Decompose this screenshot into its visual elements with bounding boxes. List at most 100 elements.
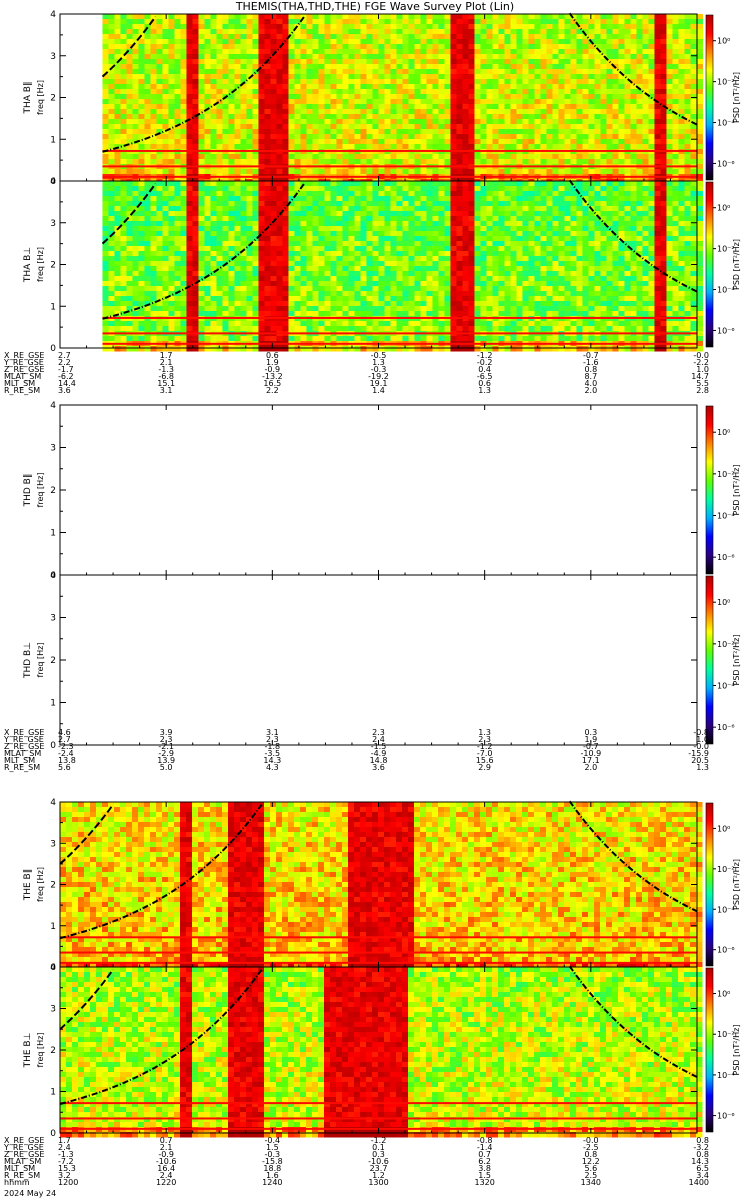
spectrogram-cell xyxy=(240,336,247,342)
spectrogram-cell xyxy=(348,24,355,30)
spectrogram-cell xyxy=(144,39,151,45)
spectrogram-cell xyxy=(174,301,181,307)
spectrogram-cell xyxy=(126,256,133,262)
spectrogram-cell xyxy=(438,129,445,135)
spectrogram-cell xyxy=(510,54,517,60)
spectrogram-cell xyxy=(534,24,541,30)
spectrogram-cell xyxy=(318,29,325,35)
spectrogram-cell xyxy=(318,89,325,95)
spectrogram-cell xyxy=(246,211,253,217)
spectrogram-cell xyxy=(396,169,403,175)
spectrogram-cell xyxy=(420,114,427,120)
spectrogram-cell xyxy=(156,124,163,130)
spectrogram-cell xyxy=(258,291,265,297)
spectrogram-cell xyxy=(648,89,655,95)
spectrogram-cell xyxy=(426,34,433,40)
spectrogram-cell xyxy=(492,39,499,45)
spectrogram-cell xyxy=(594,94,601,100)
spectrogram-cell xyxy=(348,226,355,232)
spectrogram-cell xyxy=(276,94,283,100)
spectrogram-cell xyxy=(156,321,163,327)
spectrogram-cell xyxy=(234,79,241,85)
spectrogram-cell xyxy=(246,301,253,307)
spectrogram-cell xyxy=(342,159,349,165)
spectrogram-cell xyxy=(180,24,187,30)
spectrogram-cell xyxy=(210,104,217,110)
spectrogram-cell xyxy=(228,321,235,327)
spectrogram-cell xyxy=(306,301,313,307)
spectrogram-cell xyxy=(276,276,283,282)
spectrogram-cell xyxy=(426,119,433,125)
spectrogram-cell xyxy=(330,266,337,272)
spectrogram-cell xyxy=(156,286,163,292)
spectrogram-cell xyxy=(180,286,187,292)
spectrogram-cell xyxy=(456,49,463,55)
spectrogram-cell xyxy=(432,134,439,140)
spectrogram-cell xyxy=(102,159,109,165)
spectrogram-cell xyxy=(282,49,289,55)
spectrogram-cell xyxy=(336,24,343,30)
spectrogram-cell xyxy=(636,69,643,75)
spectrogram-cell xyxy=(138,326,145,332)
spectrogram-cell xyxy=(588,74,595,80)
spectrogram-cell xyxy=(516,104,523,110)
spectrogram-cell xyxy=(372,119,379,125)
spectrogram-cell xyxy=(114,346,121,352)
spectrogram-cell xyxy=(600,29,607,35)
spectrogram-cell xyxy=(150,159,157,165)
spectrogram-cell xyxy=(330,281,337,287)
spectrogram-cell xyxy=(138,206,145,212)
spectrogram-cell xyxy=(480,84,487,90)
spectrogram-cell xyxy=(300,346,307,352)
spectrogram-cell xyxy=(690,79,697,85)
spectrogram-cell xyxy=(564,159,571,165)
spectrogram-cell xyxy=(102,336,109,342)
spectrogram-cell xyxy=(144,169,151,175)
spectrogram-cell xyxy=(330,306,337,312)
spectrogram-cell xyxy=(690,99,697,105)
spectrogram-cell xyxy=(168,301,175,307)
spectrogram-cell xyxy=(402,129,409,135)
spectrogram-cell xyxy=(456,54,463,60)
spectrogram-cell xyxy=(504,39,511,45)
spectrogram-cell xyxy=(612,69,619,75)
spectrogram-cell xyxy=(366,276,373,282)
spectrogram-cell xyxy=(228,44,235,50)
spectrogram-cell xyxy=(240,226,247,232)
spectrogram-cell xyxy=(150,44,157,50)
spectrogram-cell xyxy=(174,321,181,327)
spectrogram-cell xyxy=(180,144,187,150)
spectrogram-cell xyxy=(648,79,655,85)
spectrogram-cell xyxy=(648,129,655,135)
spectrogram-cell xyxy=(192,89,199,95)
spectrogram-cell xyxy=(522,159,529,165)
spectrogram-cell xyxy=(450,14,457,20)
spectrogram-cell xyxy=(378,129,385,135)
spectrogram-cell xyxy=(672,119,679,125)
spectrogram-cell xyxy=(582,154,589,160)
spectrogram-cell xyxy=(120,49,127,55)
spectrogram-cell xyxy=(210,246,217,252)
spectrogram-cell xyxy=(354,301,361,307)
spectrogram-cell xyxy=(132,159,139,165)
spectrogram-cell xyxy=(348,94,355,100)
spectrogram-cell xyxy=(498,34,505,40)
spectrogram-cell xyxy=(270,226,277,232)
spectrogram-cell xyxy=(630,89,637,95)
spectrogram-cell xyxy=(564,49,571,55)
spectrogram-cell xyxy=(240,24,247,30)
spectrogram-cell xyxy=(270,186,277,192)
spectrogram-cell xyxy=(612,114,619,120)
spectrogram-cell xyxy=(138,196,145,202)
spectrogram-cell xyxy=(432,124,439,130)
spectrogram-cell xyxy=(372,99,379,105)
spectrogram-cell xyxy=(318,276,325,282)
spectrogram-cell xyxy=(600,114,607,120)
spectrogram-cell xyxy=(270,89,277,95)
colorbar-label: PSD [nT²/Hz] xyxy=(732,72,741,123)
spectrogram-cell xyxy=(246,84,253,90)
spectrogram-cell xyxy=(294,29,301,35)
spectrogram-cell xyxy=(174,54,181,60)
spectrogram-cell xyxy=(282,221,289,227)
spectrogram-cell xyxy=(354,144,361,150)
